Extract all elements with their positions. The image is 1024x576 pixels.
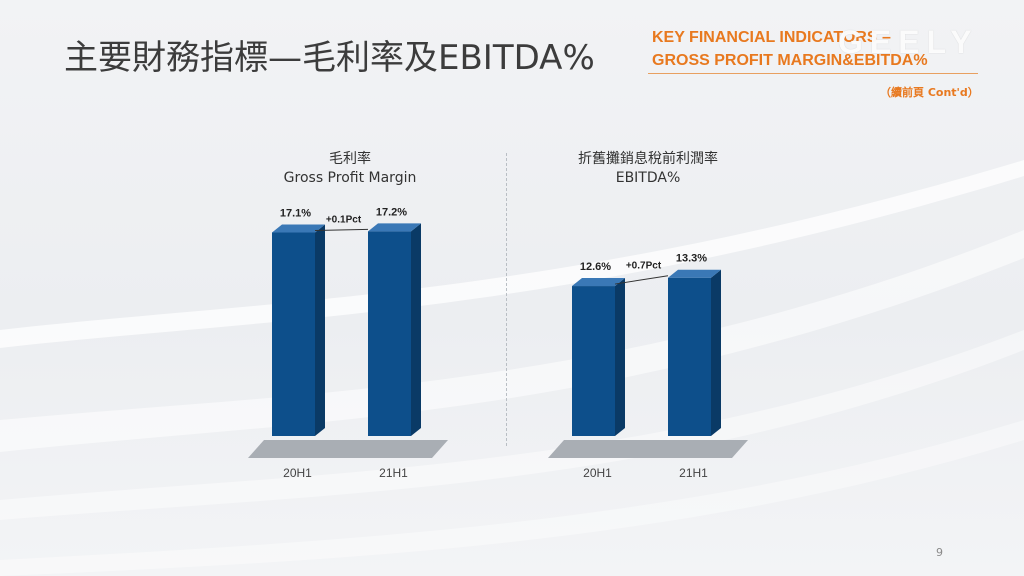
ebitda-floor-shadow: [548, 440, 748, 458]
ebitda-bar-21h1: [668, 269, 721, 436]
ebitda-change-label: +0.7Pct: [626, 261, 662, 272]
english-title-line2: GROSS PROFIT MARGIN&EBITDA%: [652, 52, 928, 69]
ebitda-title-zh: 折舊攤銷息稅前利潤率: [578, 151, 718, 167]
ebitda-value-label-20h1: 12.6%: [580, 261, 611, 273]
page-number: 9: [936, 546, 943, 559]
gross-margin-category-label-20h1: 20H1: [283, 466, 312, 480]
gross-margin-bar-21h1: [368, 223, 421, 436]
ebitda-change-connector: [614, 275, 669, 285]
english-title-line1: KEY FINANCIAL INDICATORS –: [652, 29, 891, 46]
ebitda-category-label-21h1: 21H1: [679, 466, 708, 480]
continued-label: （續前頁 Cont'd）: [880, 86, 979, 99]
ebitda-chart-title: 折舊攤銷息稅前利潤率 EBITDA%: [548, 150, 748, 188]
gross-margin-change-connector: [314, 228, 369, 232]
gross-margin-category-label-21h1: 21H1: [379, 466, 408, 480]
gross-margin-change-label: +0.1Pct: [326, 214, 362, 225]
ebitda-title-en: EBITDA%: [615, 170, 681, 186]
gross-margin-value-label-21h1: 17.2%: [376, 206, 407, 218]
gross-margin-bar-20h1: [272, 224, 325, 436]
brand-logo: GEELY: [838, 24, 979, 60]
gross-margin-title-zh: 毛利率: [329, 151, 371, 167]
gross-margin-value-label-20h1: 17.1%: [280, 208, 311, 220]
gross-margin-chart: 17.1% 20H1 17.2% 21H1 +0.1Pct: [248, 206, 448, 480]
chart-divider: [506, 153, 507, 446]
title-underline: [648, 73, 978, 74]
ebitda-bar-20h1: [572, 278, 625, 436]
gross-margin-floor-shadow: [248, 440, 448, 458]
english-title: KEY FINANCIAL INDICATORS – GROSS PROFIT …: [652, 26, 982, 72]
page-title: 主要財務指標—毛利率及EBITDA%: [64, 38, 595, 78]
ebitda-category-label-20h1: 20H1: [583, 466, 612, 480]
ebitda-chart: 12.6% 20H1 13.3% 21H1 +0.7Pct: [548, 253, 748, 480]
gross-margin-title-en: Gross Profit Margin: [283, 170, 417, 186]
ebitda-value-label-21h1: 13.3%: [676, 253, 707, 265]
gross-margin-chart-title: 毛利率 Gross Profit Margin: [250, 150, 450, 188]
